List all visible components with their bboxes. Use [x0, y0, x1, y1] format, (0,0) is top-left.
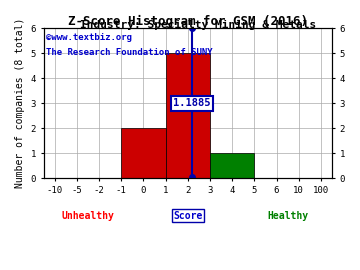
Text: Industry: Specialty Mining & Metals: Industry: Specialty Mining & Metals [80, 20, 316, 30]
Title: Z-Score Histogram for GSM (2016): Z-Score Histogram for GSM (2016) [68, 15, 308, 28]
Bar [210, 153, 254, 178]
Text: Score: Score [173, 211, 202, 221]
Text: Healthy: Healthy [267, 211, 308, 221]
Bar [121, 128, 166, 178]
Bar [166, 53, 210, 178]
Y-axis label: Number of companies (8 total): Number of companies (8 total) [15, 18, 25, 188]
Text: Unhealthy: Unhealthy [62, 211, 114, 221]
Text: The Research Foundation of SUNY: The Research Foundation of SUNY [46, 48, 213, 57]
Text: 1.1885: 1.1885 [173, 98, 211, 108]
Text: ©www.textbiz.org: ©www.textbiz.org [46, 33, 132, 42]
